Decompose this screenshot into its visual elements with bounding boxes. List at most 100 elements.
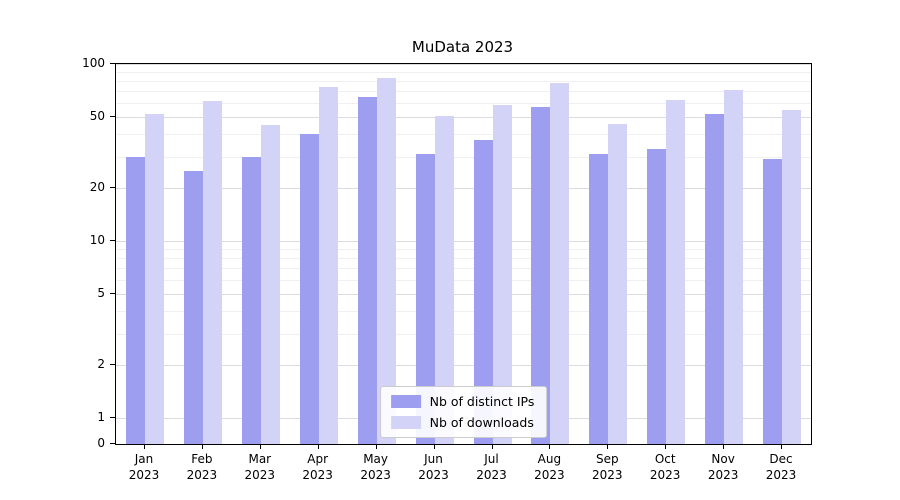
y-tick-mark (110, 443, 115, 444)
month-label: Oct (654, 452, 676, 466)
x-tick-label-oct: Oct 2023 (635, 451, 695, 483)
year-label: 2023 (765, 468, 797, 482)
year-label: 2023 (649, 468, 681, 482)
year-label: 2023 (186, 468, 218, 482)
gridline (116, 81, 811, 83)
gridline (116, 103, 811, 105)
x-tick-mark (317, 444, 319, 449)
bar-distinct-ips-sep (589, 154, 609, 444)
bar-distinct-ips-mar (241, 156, 261, 444)
gridline (116, 156, 811, 158)
y-tick-label-10: 10 (89, 233, 105, 247)
year-label: 2023 (360, 468, 391, 482)
bar-downloads-jan (145, 114, 164, 444)
y-tick-label-2: 2 (97, 356, 105, 371)
plot-area: Nb of distinct IPs Nb of downloads (115, 63, 812, 445)
gridline (116, 64, 811, 65)
month-label: Mar (248, 452, 272, 466)
year-label: 2023 (302, 468, 333, 482)
legend-swatch-downloads (390, 416, 421, 429)
bar-distinct-ips-dec (763, 159, 782, 444)
gridline (116, 187, 811, 189)
bar-downloads-aug (550, 83, 570, 444)
x-tick-mark (259, 444, 261, 449)
x-tick-label-jul: Jul 2023 (462, 451, 522, 483)
legend: Nb of distinct IPs Nb of downloads (379, 386, 548, 438)
bar-distinct-ips-oct (647, 149, 667, 444)
y-tick-label-100: 100 (82, 56, 105, 70)
bar-downloads-mar (260, 125, 280, 444)
month-label: Jul (484, 452, 499, 466)
gridline (116, 280, 811, 282)
bar-distinct-ips-feb (183, 170, 203, 444)
month-label: Dec (769, 452, 793, 466)
x-tick-mark (144, 444, 145, 449)
month-label: Jan (134, 452, 154, 466)
chart-title: MuData 2023 (411, 38, 514, 56)
year-label: 2023 (707, 468, 739, 482)
y-tick-mark (110, 293, 115, 295)
x-tick-label-nov: Nov 2023 (693, 451, 753, 483)
x-tick-label-feb: Feb 2023 (172, 451, 232, 483)
bar-downloads-may (376, 78, 396, 444)
gridline (116, 268, 811, 270)
x-tick-mark (549, 444, 551, 449)
x-tick-mark (607, 444, 609, 449)
y-tick-label-1: 1 (97, 410, 105, 424)
bar-distinct-ips-jul (473, 140, 493, 444)
year-label: 2023 (418, 468, 449, 482)
x-tick-mark (375, 444, 377, 449)
gridline (116, 91, 811, 93)
year-label: 2023 (534, 468, 565, 482)
legend-swatch-distinct-ips (390, 395, 421, 408)
year-label: 2023 (476, 468, 507, 482)
gridline (116, 258, 811, 260)
gridline (116, 364, 811, 366)
bar-distinct-ips-aug (531, 107, 551, 444)
bar-downloads-sep (608, 123, 628, 444)
y-tick-label-50: 50 (89, 109, 105, 124)
y-tick-mark (110, 186, 115, 188)
legend-item-downloads: Nb of downloads (390, 415, 535, 430)
gridline (116, 241, 811, 242)
y-tick-mark (110, 363, 115, 365)
month-label: Apr (307, 452, 329, 466)
y-tick-mark (110, 240, 115, 241)
bar-distinct-ips-nov (705, 114, 725, 444)
x-tick-mark (433, 444, 435, 449)
x-tick-mark (491, 444, 493, 449)
x-tick-label-apr: Apr 2023 (288, 451, 348, 483)
x-tick-label-sep: Sep 2023 (577, 451, 637, 483)
month-label: Feb (191, 452, 213, 466)
gridline (116, 72, 811, 74)
gridline (116, 333, 811, 335)
x-tick-label-may: May 2023 (346, 451, 406, 483)
gridline (116, 117, 811, 119)
x-tick-label-jan: Jan 2023 (114, 451, 174, 483)
x-tick-mark (781, 444, 782, 449)
bar-downloads-jun (434, 115, 454, 444)
x-tick-mark (665, 444, 667, 449)
month-label: Sep (595, 452, 619, 466)
x-tick-label-aug: Aug 2023 (519, 451, 579, 483)
x-tick-mark (723, 444, 725, 449)
month-label: Aug (537, 452, 562, 466)
month-label: Nov (711, 452, 735, 466)
bar-distinct-ips-jun (415, 154, 435, 444)
y-tick-label-0: 0 (97, 436, 105, 450)
x-tick-mark (201, 444, 203, 449)
bar-downloads-dec (782, 110, 801, 444)
gridline (116, 249, 811, 251)
bar-distinct-ips-jan (126, 156, 145, 444)
bar-distinct-ips-apr (299, 134, 319, 444)
bar-downloads-apr (318, 87, 338, 444)
bar-downloads-jul (492, 104, 512, 444)
legend-label-downloads: Nb of downloads (429, 415, 534, 430)
x-tick-label-mar: Mar 2023 (230, 451, 290, 483)
bar-downloads-feb (202, 100, 222, 444)
month-label: May (363, 452, 388, 466)
legend-item-distinct-ips: Nb of distinct IPs (390, 394, 534, 409)
year-label: 2023 (128, 468, 160, 482)
y-tick-label-5: 5 (97, 286, 105, 301)
